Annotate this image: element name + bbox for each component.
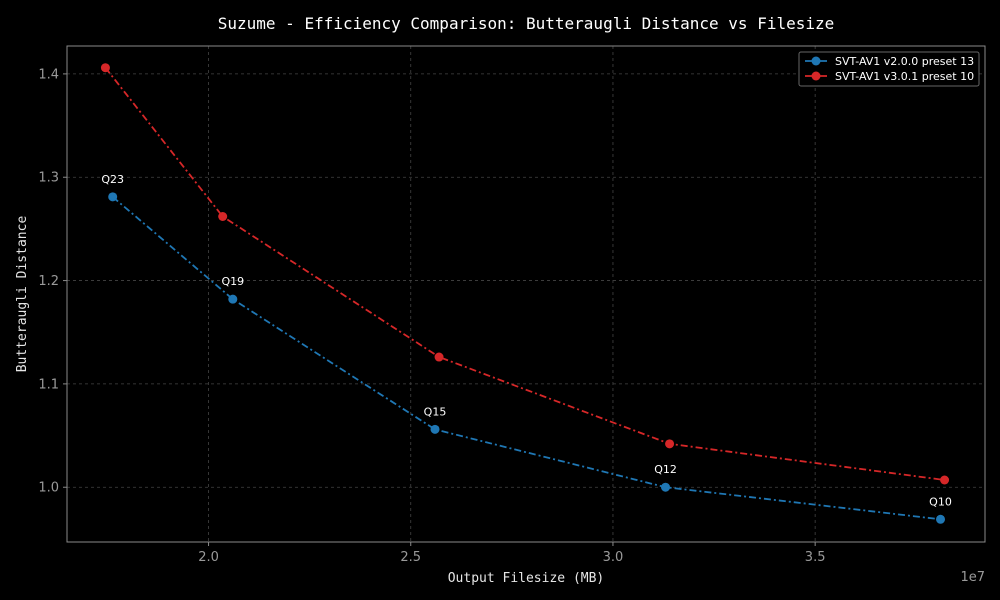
data-point — [218, 212, 228, 221]
legend-label: SVT-AV1 v3.0.1 preset 10 — [835, 70, 974, 83]
legend-box — [798, 51, 980, 87]
y-tick-label: 1.2 — [38, 274, 59, 289]
x-tick-label: 3.0 — [603, 550, 624, 565]
data-point — [108, 192, 118, 202]
plot-area — [66, 45, 986, 543]
data-point — [940, 475, 950, 485]
point-annotation: Q23 — [101, 173, 124, 186]
point-annotation: Q10 — [929, 495, 952, 508]
y-tick-label: 1.3 — [38, 171, 59, 186]
y-tick-label: 1.0 — [38, 481, 59, 496]
data-point — [228, 294, 238, 304]
legend-marker — [811, 56, 821, 66]
point-annotation: Q12 — [654, 463, 677, 476]
series-layer — [100, 63, 950, 524]
data-point — [434, 352, 444, 362]
ticks: 2.0 2.5 3.0 3.5 1.0 1.1 1.2 1.3 1.4 — [38, 67, 825, 565]
chart-title: Suzume - Efficiency Comparison: Butterau… — [218, 14, 835, 33]
legend-marker — [811, 71, 821, 81]
point-annotation: Q19 — [221, 275, 244, 288]
y-tick-label: 1.1 — [38, 377, 59, 392]
annotations: Q23 Q19 Q15 Q12 Q10 — [101, 173, 951, 508]
data-point — [430, 424, 440, 434]
data-point — [661, 482, 671, 492]
x-axis-label: Output Filesize (MB) — [448, 571, 605, 586]
x-offset-label: 1e7 — [960, 570, 985, 585]
legend: SVT-AV1 v2.0.0 preset 13 SVT-AV1 v3.0.1 p… — [798, 51, 980, 87]
series-line-2 — [104, 67, 945, 481]
data-point — [665, 439, 675, 449]
series-line-1 — [112, 196, 941, 521]
data-point — [936, 514, 946, 524]
x-tick-label: 3.5 — [805, 550, 826, 565]
data-point — [100, 63, 110, 73]
y-tick-label: 1.4 — [38, 67, 59, 82]
point-annotation: Q15 — [424, 405, 447, 418]
x-tick-label: 2.5 — [400, 550, 421, 565]
y-axis-label: Butteraugli Distance — [15, 216, 30, 373]
x-tick-label: 2.0 — [198, 550, 219, 565]
legend-label: SVT-AV1 v2.0.0 preset 13 — [835, 55, 974, 68]
